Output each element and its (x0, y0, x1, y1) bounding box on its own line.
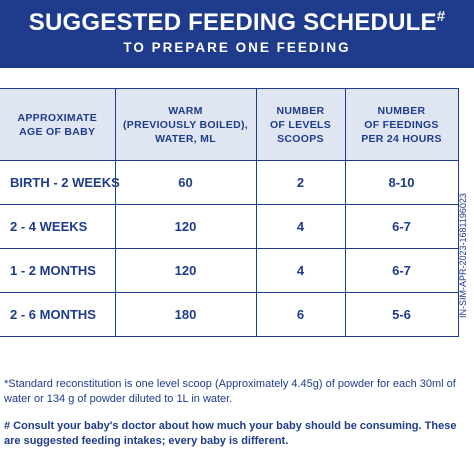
table-cell: 6-7 (344, 204, 459, 249)
header-line: SCOOPS (277, 132, 324, 145)
title-mark: # (436, 8, 446, 25)
table-row: 2 - 4 WEEKS 120 4 6-7 (0, 204, 459, 249)
table-row: 2 - 6 MONTHS 180 6 5-6 (0, 292, 459, 337)
header-line: AGE OF BABY (19, 125, 96, 138)
title: SUGGESTED FEEDING SCHEDULE# (0, 8, 474, 37)
column-header: APPROXIMATE AGE OF BABY (0, 88, 116, 161)
header-line: WATER, ML (155, 132, 216, 145)
header-row: APPROXIMATE AGE OF BABY WARM (PREVIOUSLY BO… (0, 88, 459, 161)
column-header: NUMBER OF FEEDINGS PER 24 HOURS (344, 88, 459, 161)
table-cell: 120 (114, 204, 257, 249)
table-cell: 6 (255, 292, 346, 337)
table-row: BIRTH - 2 WEEKS 60 2 8-10 (0, 160, 459, 205)
table-cell: 4 (255, 204, 346, 249)
table-cell: 5-6 (344, 292, 459, 337)
table-cell: 6-7 (344, 248, 459, 293)
table-cell: 180 (114, 292, 257, 337)
table-cell: 8-10 (344, 160, 459, 205)
footnote: # Consult your baby's doctor about how m… (4, 420, 457, 447)
table-cell: 60 (114, 160, 257, 205)
table-body: APPROXIMATE AGE OF BABY WARM (PREVIOUSLY BO… (0, 88, 459, 337)
table-cell: 2 (255, 160, 346, 205)
header-line: OF LEVELS (269, 118, 332, 131)
header-line: (PREVIOUSLY BOILED), (122, 118, 249, 131)
table-cell: 120 (114, 248, 257, 293)
side-code: IN-SIM-APR-2023-1681196023 (458, 193, 468, 318)
table-cell: 4 (255, 248, 346, 293)
header-line: PER 24 HOURS (361, 132, 442, 145)
table-row: 1 - 2 MONTHS 120 4 6-7 (0, 248, 459, 293)
table-cell: 1 - 2 MONTHS (0, 248, 116, 293)
header-line: NUMBER (377, 104, 426, 117)
header-line: APPROXIMATE (17, 111, 98, 124)
title-text: SUGGESTED FEEDING SCHEDULE (28, 9, 437, 36)
column-header: WARM (PREVIOUSLY BOILED), WATER, ML (114, 88, 257, 161)
subtitle: TO PREPARE ONE FEEDING (123, 40, 351, 55)
header-line: NUMBER (276, 104, 325, 117)
footnote: *Standard reconstitution is one level sc… (4, 378, 456, 405)
header-line: WARM (168, 104, 203, 117)
column-header: NUMBER OF LEVELS SCOOPS (255, 88, 346, 161)
schedule-table: APPROXIMATE AGE OF BABY WARM (PREVIOUSLY BO… (0, 88, 459, 337)
table-cell: 2 - 6 MONTHS (0, 292, 116, 337)
table-cell: BIRTH - 2 WEEKS (0, 160, 120, 205)
header-band: SUGGESTED FEEDING SCHEDULE# TO PREPARE O… (0, 0, 474, 68)
header-line: OF FEEDINGS (364, 118, 439, 131)
table-cell: 2 - 4 WEEKS (0, 204, 116, 249)
